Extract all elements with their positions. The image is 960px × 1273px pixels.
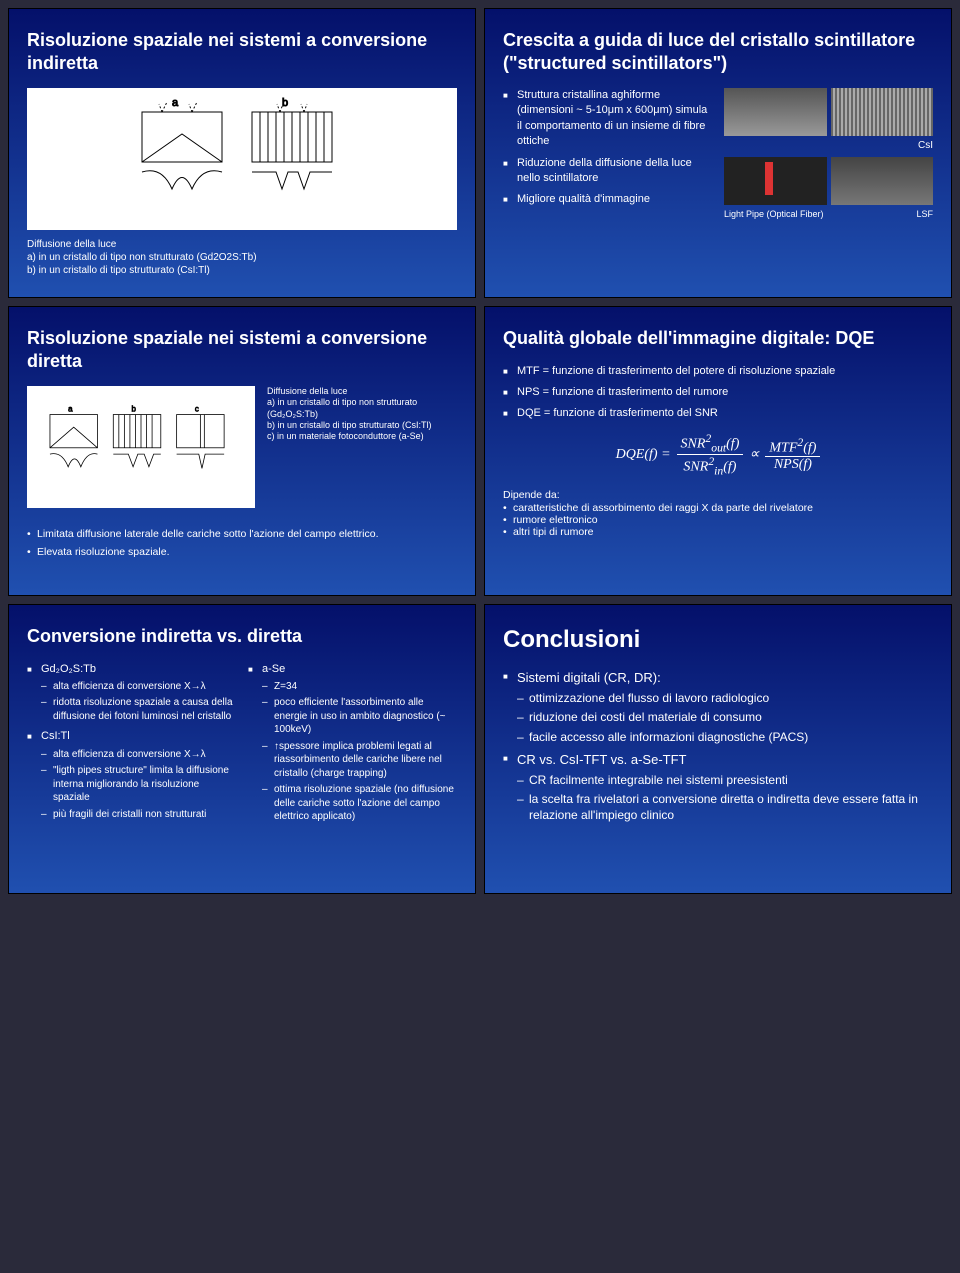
image-row [724,88,933,136]
item: CR vs. CsI-TFT vs. a-Se-TFT CR facilment… [503,751,933,824]
left-col: Gd₂O₂S:Tb alta efficienza di conversione… [27,662,236,822]
conclusions: Sistemi digitali (CR, DR): ottimizzazion… [503,669,933,824]
item-csi: CsI:Tl alta efficienza di conversione X→… [27,729,236,821]
slide-title: Risoluzione spaziale nei sistemi a conve… [27,327,457,372]
note: Limitata diffusione laterale delle caric… [27,528,457,540]
bullet: Riduzione della diffusione della luce ne… [503,156,712,187]
bullet: NPS = funzione di trasferimento del rumo… [503,385,933,400]
svg-text:a: a [68,404,73,413]
slide-3: Risoluzione spaziale nei sistemi a conve… [8,306,476,596]
caption: Diffusione della luce a) in un cristallo… [267,386,457,442]
depends-list: caratteristiche di assorbimento dei ragg… [503,502,933,538]
depends-item: caratteristiche di assorbimento dei ragg… [503,502,933,514]
slide-title: Crescita a guida di luce del cristallo s… [503,29,933,74]
slide-2: Crescita a guida di luce del cristallo s… [484,8,952,298]
right-col: a-Se Z=34 poco efficiente l'assorbimento… [248,662,457,824]
fig-label-a: a [172,97,179,109]
diagram-abc: a b c [27,386,255,508]
thumb-lightpipe [724,157,827,205]
bullet: Struttura cristallina aghiforme (dimensi… [503,88,712,150]
image-row-2 [724,157,933,205]
fig-label-b: b [282,97,288,109]
thumb-csi-2 [831,88,934,136]
label-lightpipe: Light Pipe (Optical Fiber) [724,209,824,219]
sub: poco efficiente l'assorbimento alle ener… [262,696,457,737]
slide-title: Conversione indiretta vs. diretta [27,625,457,648]
sub: ridotta risoluzione spaziale a causa del… [41,696,236,723]
slide-title: Conclusioni [503,625,933,655]
depends-item: rumore elettronico [503,514,933,526]
label-lsf: LSF [916,209,933,219]
sub: ottimizzazione del flusso di lavoro radi… [517,690,933,706]
labels-row: Light Pipe (Optical Fiber) LSF [724,209,933,219]
slide-4: Qualità globale dell'immagine digitale: … [484,306,952,596]
diagram-ab: a b [27,88,457,230]
sub: facile accesso alle informazioni diagnos… [517,729,933,745]
notes: Limitata diffusione laterale delle caric… [27,528,457,558]
slide-title: Risoluzione spaziale nei sistemi a conve… [27,29,457,74]
bullet: Migliore qualità d'immagine [503,192,712,207]
slide-title: Qualità globale dell'immagine digitale: … [503,327,933,350]
depends-label: Dipende da: [503,488,933,502]
sub: alta efficienza di conversione X→λ [41,748,236,762]
item: Sistemi digitali (CR, DR): ottimizzazion… [503,669,933,745]
item-ase: a-Se Z=34 poco efficiente l'assorbimento… [248,662,457,824]
depends-item: altri tipi di rumore [503,526,933,538]
sub: ottima risoluzione spaziale (no diffusio… [262,783,457,824]
sub: CR facilmente integrabile nei sistemi pr… [517,772,933,788]
caption: Diffusione della luce a) in un cristallo… [27,238,457,277]
label-csi: CsI [724,140,933,151]
thumb-csi [724,88,827,136]
item-gd: Gd₂O₂S:Tb alta efficienza di conversione… [27,662,236,724]
sub: più fragili dei cristalli non strutturat… [41,808,236,822]
bullet: MTF = funzione di trasferimento del pote… [503,364,933,379]
sub: alta efficienza di conversione X→λ [41,680,236,694]
slide-6: Conclusioni Sistemi digitali (CR, DR): o… [484,604,952,894]
bullet-list: MTF = funzione di trasferimento del pote… [503,364,933,422]
svg-text:b: b [132,404,137,413]
slide-1: Risoluzione spaziale nei sistemi a conve… [8,8,476,298]
thumb-lsf [831,157,934,205]
sub: ↑spessore implica problemi legati al ria… [262,740,457,781]
sub: "ligth pipes structure" limita la diffus… [41,764,236,805]
sub: Z=34 [262,680,457,694]
svg-text:c: c [195,404,199,413]
slide-5: Conversione indiretta vs. diretta Gd₂O₂S… [8,604,476,894]
sub: la scelta fra rivelatori a conversione d… [517,791,933,823]
sub: riduzione dei costi del materiale di con… [517,709,933,725]
bullet: DQE = funzione di trasferimento del SNR [503,406,933,421]
bullet-list: Struttura cristallina aghiforme (dimensi… [503,88,712,208]
note: Elevata risoluzione spaziale. [27,546,457,558]
equation: DQE(f) = SNR2out(f) SNR2in(f) ∝ MTF2(f) … [503,432,933,478]
